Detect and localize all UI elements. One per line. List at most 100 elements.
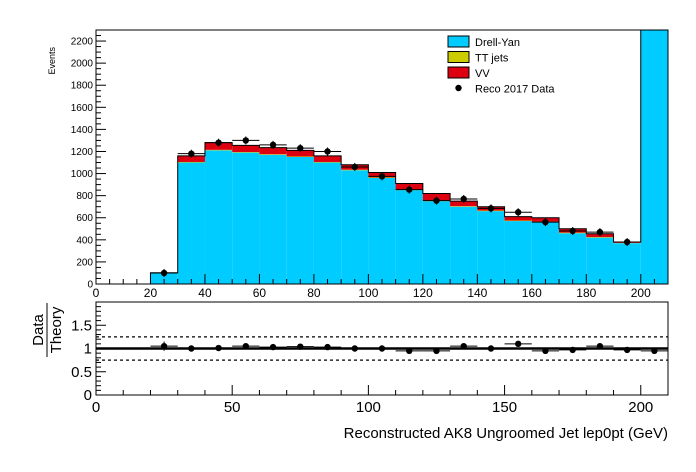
top-ytick-label-0: 0 [87, 280, 93, 291]
top-ytick-label-3: 600 [76, 213, 93, 224]
bar-tt-jets-8 [313, 161, 342, 163]
legend-data-marker [455, 84, 462, 92]
data-point-16 [596, 228, 604, 236]
bar-drell-yan-6 [259, 154, 287, 284]
bar-drell-yan-19 [613, 243, 641, 284]
ratio-point-13 [514, 340, 522, 348]
top-ytick-label-1: 200 [76, 257, 93, 268]
top-xtick-label-0: 0 [93, 286, 100, 300]
ratio-xtick-label-1: 50 [224, 399, 241, 416]
bar-tt-jets-13 [450, 206, 478, 207]
ratio-ylabel: Data Theory [30, 303, 65, 357]
bar-drell-yan-4 [204, 150, 233, 284]
bar-tt-jets-18 [586, 237, 614, 238]
ratio-point-10 [433, 347, 440, 355]
data-point-2 [215, 139, 222, 146]
data-point-12 [487, 205, 495, 212]
bar-vv-15 [504, 216, 532, 221]
data-point-8 [378, 173, 386, 180]
ratio-panel: 0 0.5 1 1.5 0 50 100 150 200 Data Theory Reconstruc… [30, 301, 669, 442]
legend-label-0: Drell-Yan [475, 37, 520, 49]
bar-drell-yan-15 [504, 221, 532, 284]
ratio-ytick-label-0: 0 [84, 387, 92, 404]
bar-drell-yan-7 [286, 157, 314, 284]
top-xtick-label-3: 60 [253, 286, 267, 300]
bar-drell-yan-10 [368, 177, 396, 284]
ratio-ytick-label-2: 1 [84, 341, 92, 358]
bar-drell-yan-3 [177, 162, 205, 284]
ratio-point-14 [542, 347, 549, 355]
ratio-ytick-label-3: 1.5 [71, 317, 92, 334]
bar-drell-yan-8 [313, 162, 342, 284]
bar-drell-yan-18 [586, 237, 614, 284]
bar-vv-6 [259, 147, 287, 155]
ratio-xtick-label-0: 0 [92, 399, 100, 416]
legend-label-1: TT jets [475, 53, 509, 65]
ratio-ylabel-numerator: Data [30, 314, 47, 346]
bar-drell-yan-12 [422, 201, 451, 284]
ratio-point-2 [215, 344, 222, 352]
top-xtick-label-8: 160 [522, 286, 542, 300]
bar-tt-jets-3 [177, 161, 205, 163]
data-point-6 [324, 148, 331, 155]
bar-vv-8 [313, 155, 342, 162]
ratio-ytick-label-1: 0.5 [71, 364, 92, 381]
top-ytick-label-8: 1600 [71, 103, 94, 114]
legend-data-label: Reco 2017 Data [475, 84, 555, 96]
ratio-point-0 [160, 342, 168, 350]
ratio-point-1 [188, 345, 195, 352]
top-ytick-label-7: 1400 [71, 125, 94, 136]
top-ytick-label-2: 400 [76, 235, 93, 246]
top-xtick-label-5: 100 [358, 286, 378, 300]
legend-swatch-0 [447, 35, 470, 48]
ratio-point-16 [596, 342, 604, 350]
legend-swatch-1 [447, 51, 470, 63]
bar-tt-jets-7 [286, 156, 314, 157]
bar-drell-yan-20 [640, 30, 668, 284]
top-xtick-label-9: 180 [576, 286, 596, 300]
bar-drell-yan-14 [477, 211, 505, 284]
top-panel: 0200400600800100012001400160018002000220… [47, 29, 669, 300]
data-point-10 [433, 197, 440, 204]
stack-outline [96, 29, 668, 285]
bar-vv-5 [232, 145, 260, 153]
top-xtick-label-7: 140 [467, 286, 487, 300]
data-point-7 [351, 163, 358, 171]
bar-drell-yan-2 [150, 272, 178, 284]
top-ylabel: Events [47, 47, 57, 75]
ratio-point-5 [297, 343, 304, 350]
data-point-1 [188, 150, 195, 157]
data-point-15 [569, 227, 576, 235]
bar-tt-jets-5 [232, 152, 260, 153]
data-point-4 [269, 141, 277, 149]
bar-drell-yan-11 [395, 190, 423, 284]
bar-tt-jets-15 [504, 220, 532, 222]
data-point-5 [297, 144, 304, 152]
ratio-point-17 [623, 346, 631, 354]
ratio-point-9 [406, 347, 413, 355]
top-ytick-label-11: 2200 [71, 37, 94, 48]
ratio-point-8 [378, 345, 386, 352]
data-point-11 [460, 195, 467, 203]
ratio-point-6 [324, 343, 331, 351]
ratio-point-4 [269, 343, 277, 351]
data-point-17 [623, 238, 631, 246]
data-point-14 [542, 218, 549, 226]
ratio-point-12 [487, 345, 495, 352]
top-xtick-label-2: 40 [198, 286, 212, 300]
bar-drell-yan-5 [232, 152, 260, 284]
data-point-13 [514, 209, 522, 216]
bar-drell-yan-16 [531, 222, 560, 284]
top-ytick-label-5: 1000 [71, 169, 94, 180]
ratio-point-15 [569, 346, 576, 354]
ratio-xtick-label-2: 100 [356, 399, 381, 416]
bar-tt-jets-4 [204, 149, 233, 151]
data-point-9 [406, 186, 413, 193]
bar-vv-3 [177, 155, 205, 162]
top-ytick-label-4: 800 [76, 191, 93, 202]
top-xtick-label-1: 20 [144, 286, 158, 300]
ratio-ylabel-denominator: Theory [48, 306, 65, 353]
top-xtick-label-10: 200 [631, 286, 651, 300]
ratio-point-18 [651, 347, 658, 355]
